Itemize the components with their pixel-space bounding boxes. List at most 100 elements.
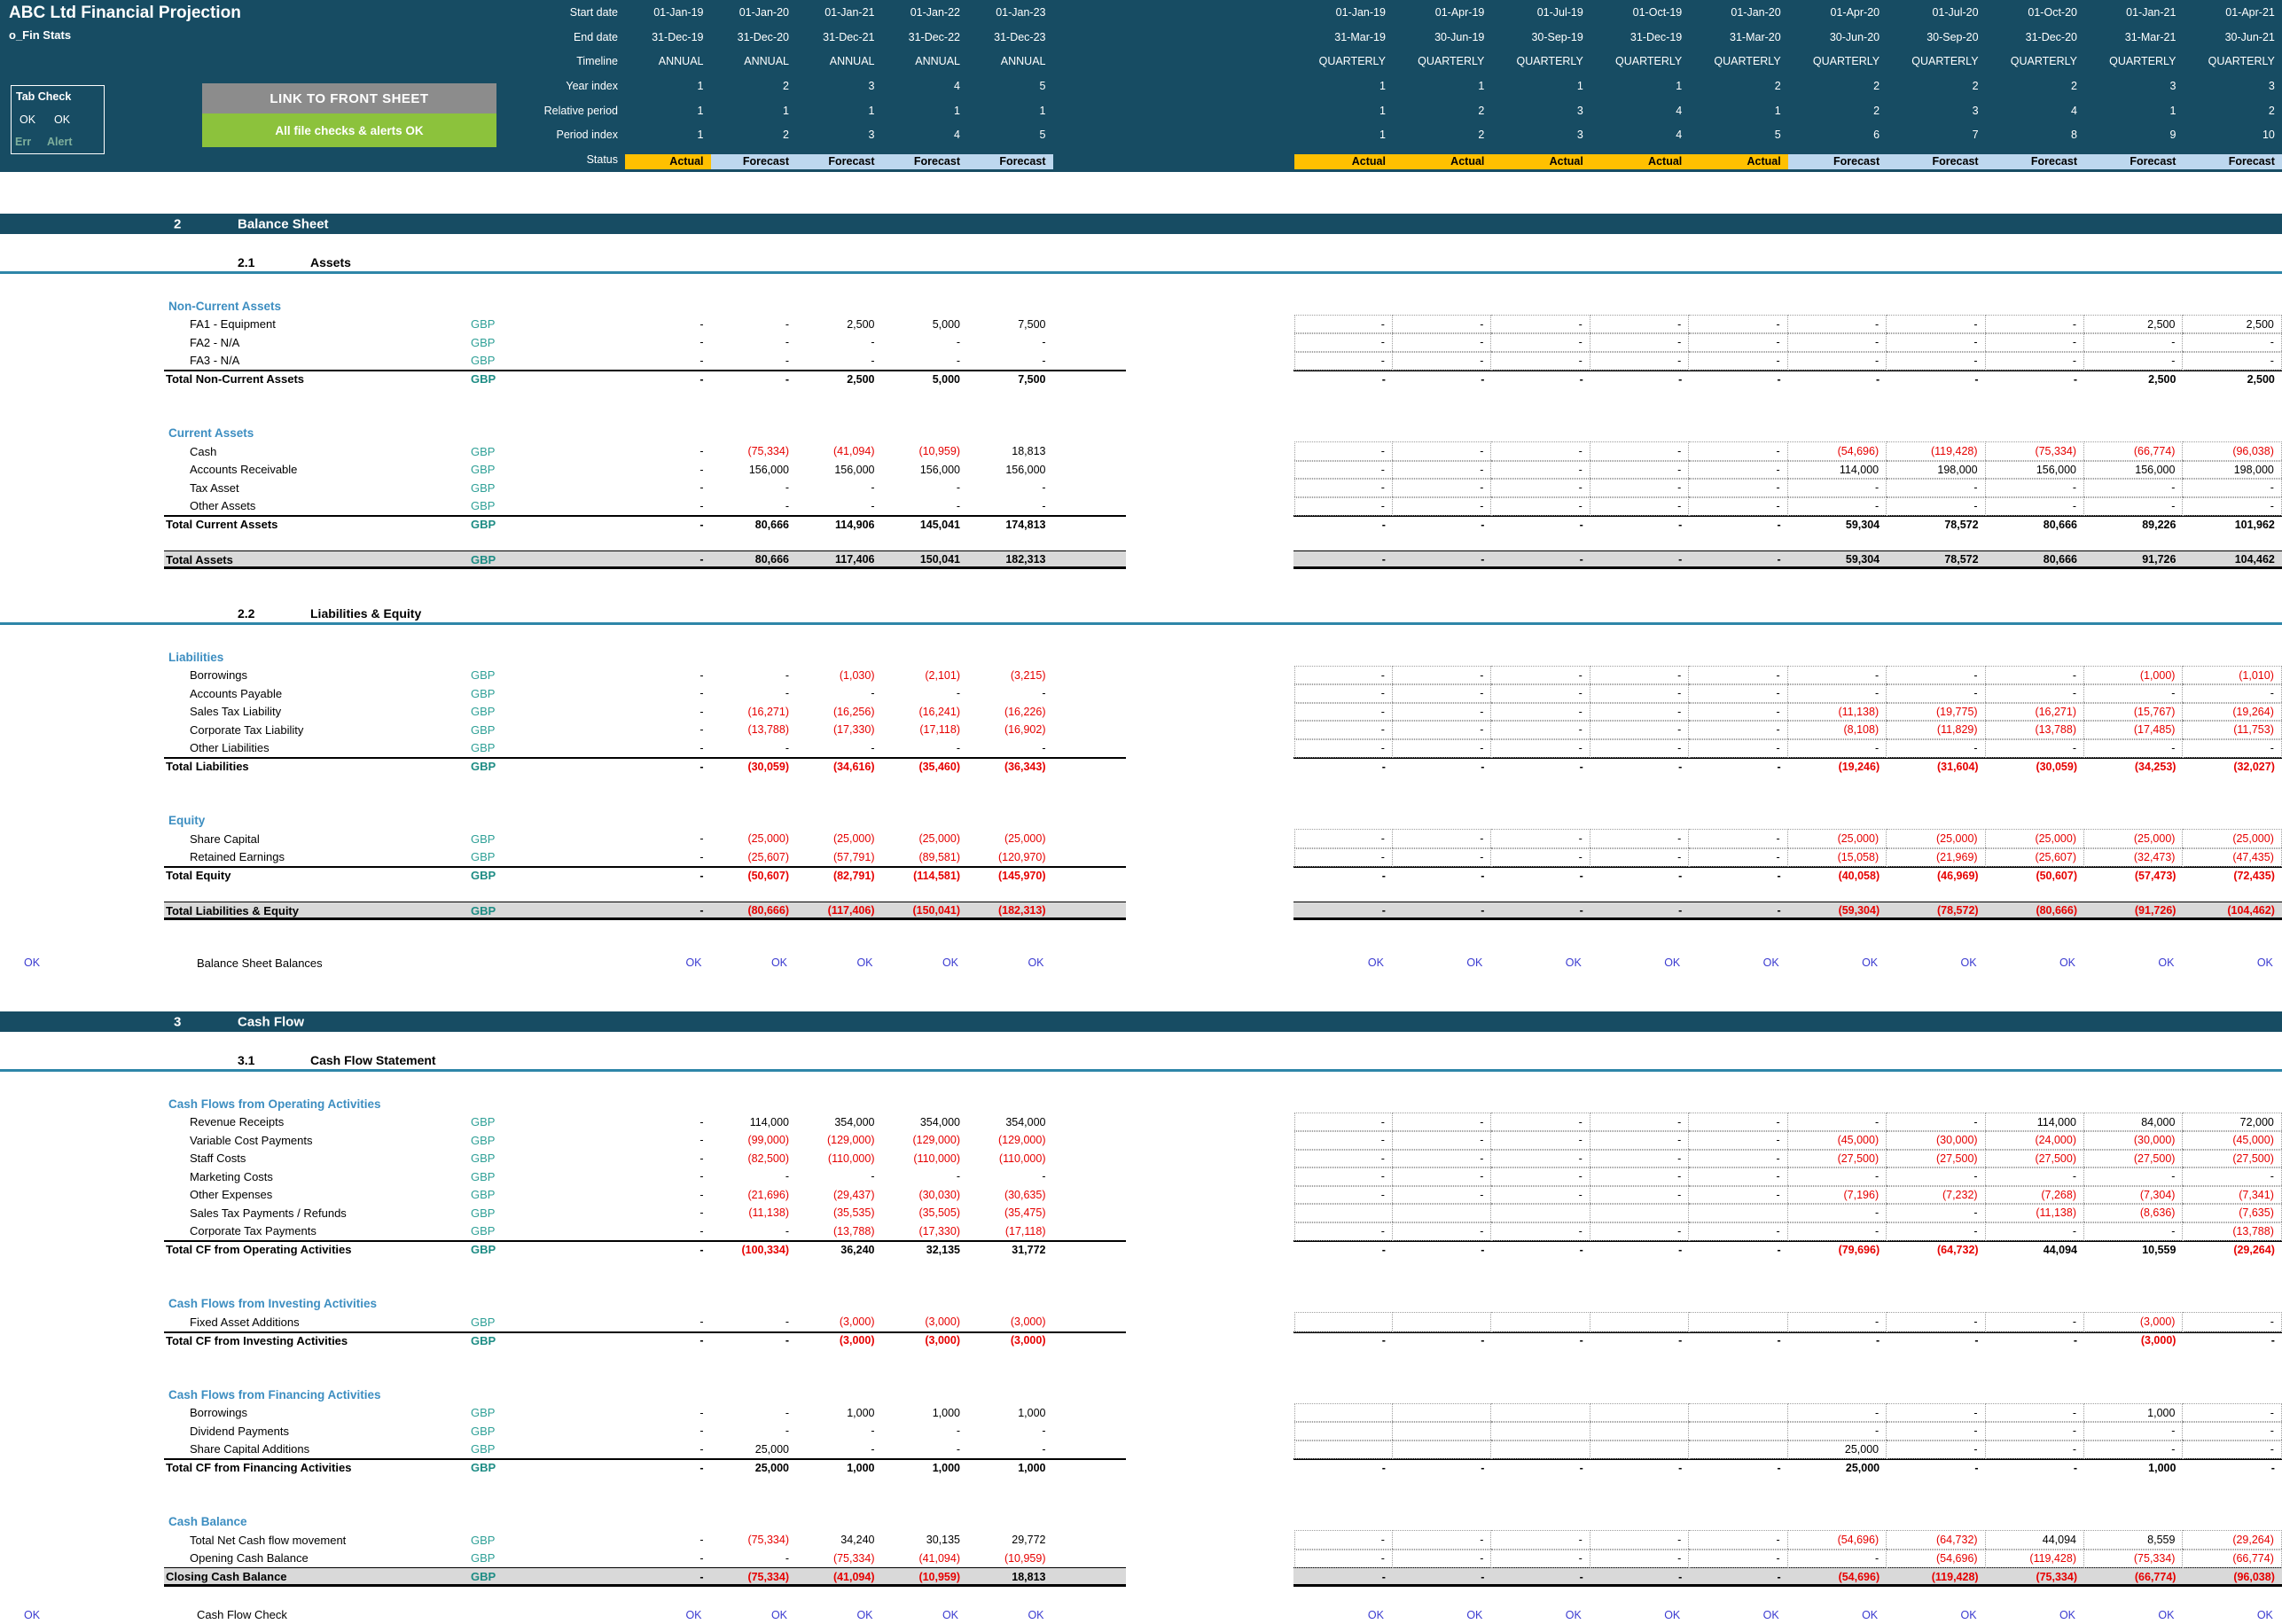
cell-quarterly-10[interactable]: - — [2183, 350, 2282, 371]
cell-quarterly-9[interactable]: (30,000) — [2084, 1130, 2184, 1151]
cell-annual-1[interactable]: - — [699, 869, 704, 882]
file-checks-status-banner[interactable]: All file checks & alerts OK — [202, 113, 496, 147]
cell-quarterly-2[interactable]: - — [1392, 1221, 1492, 1241]
cell-quarterly-5[interactable]: - — [1689, 1184, 1788, 1205]
cell-annual-2[interactable]: (99,000) — [747, 1134, 789, 1147]
cell-quarterly-5[interactable]: - — [1689, 1530, 1788, 1550]
cell-quarterly-9[interactable]: - — [2084, 1167, 2184, 1187]
cell-quarterly-2[interactable]: - — [1481, 904, 1485, 917]
annual-status-cell[interactable]: Forecast — [881, 154, 967, 170]
cell-quarterly-4[interactable] — [1590, 1439, 1690, 1459]
cell-quarterly-7[interactable]: (19,775) — [1887, 701, 1986, 722]
cell-quarterly-3[interactable] — [1491, 1421, 1590, 1441]
cell-quarterly-6[interactable]: (8,108) — [1787, 720, 1887, 740]
cell-annual-5[interactable]: 1,000 — [1018, 1406, 1046, 1419]
cell-quarterly-2[interactable]: - — [1481, 1570, 1485, 1583]
quarterly-year-cell[interactable]: 1 — [1379, 79, 1386, 92]
cell-quarterly-3[interactable]: - — [1491, 720, 1590, 740]
cell-quarterly-5[interactable]: OK — [1762, 956, 1779, 969]
cell-quarterly-1[interactable]: - — [1381, 1461, 1386, 1474]
cell-annual-3[interactable]: - — [871, 741, 875, 754]
cell-quarterly-1[interactable]: - — [1293, 478, 1393, 498]
cell-quarterly-5[interactable]: - — [1777, 904, 1781, 917]
cell-quarterly-5[interactable]: - — [1777, 1243, 1781, 1256]
cell-quarterly-10[interactable]: - — [2183, 1402, 2282, 1423]
cell-quarterly-1[interactable]: - — [1381, 1334, 1386, 1347]
cell-annual-5[interactable]: (3,000) — [1010, 1334, 1046, 1347]
cell-quarterly-7[interactable]: (21,969) — [1887, 847, 1986, 867]
cell-annual-1[interactable]: - — [699, 336, 704, 349]
cell-quarterly-10[interactable]: (96,038) — [2183, 441, 2282, 462]
cell-quarterly-3[interactable]: - — [1579, 518, 1583, 531]
cell-quarterly-3[interactable]: - — [1491, 1548, 1590, 1568]
cell-annual-3[interactable]: (3,000) — [839, 1334, 875, 1347]
cell-annual-1[interactable]: - — [699, 354, 704, 367]
cell-quarterly-7[interactable]: - — [1887, 665, 1986, 685]
cell-quarterly-2[interactable] — [1392, 1312, 1492, 1332]
cell-quarterly-4[interactable]: - — [1590, 738, 1690, 758]
cell-annual-5[interactable]: (16,226) — [1004, 705, 1046, 718]
cell-quarterly-9[interactable]: 2,500 — [2148, 372, 2176, 386]
quarterly-status-cell[interactable]: Forecast — [2183, 154, 2282, 170]
cell-annual-4[interactable]: 150,041 — [919, 553, 960, 566]
cell-quarterly-6[interactable]: (25,000) — [1787, 829, 1887, 849]
quarterly-end-cell[interactable]: 30-Jun-21 — [2224, 30, 2275, 43]
cell-annual-4[interactable]: (25,000) — [918, 832, 960, 846]
cell-quarterly-1[interactable]: - — [1381, 904, 1386, 917]
cell-quarterly-1[interactable] — [1293, 1421, 1393, 1441]
cell-quarterly-3[interactable]: - — [1491, 1130, 1590, 1151]
cell-quarterly-6[interactable]: (7,196) — [1787, 1184, 1887, 1205]
cell-annual-3[interactable]: - — [871, 1170, 875, 1183]
quarterly-start-cell[interactable]: 01-Oct-19 — [1632, 5, 1683, 19]
cell-quarterly-5[interactable]: - — [1689, 701, 1788, 722]
cell-quarterly-7[interactable]: (7,232) — [1887, 1184, 1986, 1205]
cell-quarterly-2[interactable]: - — [1392, 847, 1492, 867]
cell-quarterly-9[interactable]: (15,767) — [2084, 701, 2184, 722]
cell-quarterly-2[interactable]: - — [1392, 1130, 1492, 1151]
cell-annual-3[interactable]: - — [871, 1442, 875, 1456]
cell-quarterly-5[interactable]: - — [1777, 1334, 1781, 1347]
quarterly-start-cell[interactable]: 01-Oct-20 — [2028, 5, 2077, 19]
cell-annual-1[interactable]: - — [699, 1316, 704, 1329]
quarterly-status-cell[interactable]: Actual — [1590, 154, 1690, 170]
cell-annual-2[interactable]: - — [785, 741, 789, 754]
cell-quarterly-1[interactable] — [1293, 1203, 1393, 1223]
cell-quarterly-2[interactable]: - — [1392, 496, 1492, 516]
cell-quarterly-6[interactable]: - — [1787, 1312, 1887, 1332]
quarterly-period-cell[interactable]: 10 — [2262, 129, 2275, 142]
cell-quarterly-4[interactable]: - — [1678, 553, 1683, 566]
cell-quarterly-8[interactable]: - — [1985, 332, 2084, 353]
cell-quarterly-3[interactable]: - — [1491, 1184, 1590, 1205]
cell-annual-2[interactable]: - — [785, 668, 789, 682]
cell-quarterly-6[interactable]: 25,000 — [1787, 1439, 1887, 1459]
link-to-front-sheet-button[interactable]: LINK TO FRONT SHEET — [202, 83, 496, 113]
cell-annual-1[interactable]: - — [699, 668, 704, 682]
annual-rel-cell[interactable]: 1 — [1039, 104, 1046, 117]
cell-annual-2[interactable]: (80,666) — [747, 904, 789, 917]
cell-annual-3[interactable]: - — [871, 354, 875, 367]
cell-annual-5[interactable]: OK — [1028, 956, 1044, 969]
quarterly-timeline-cell[interactable]: QUARTERLY — [1714, 55, 1781, 68]
cell-annual-2[interactable]: (16,271) — [747, 705, 789, 718]
cell-quarterly-7[interactable]: (11,829) — [1887, 720, 1986, 740]
cell-annual-1[interactable]: - — [699, 553, 704, 566]
cell-quarterly-2[interactable]: - — [1392, 738, 1492, 758]
cell-quarterly-6[interactable]: - — [1875, 372, 1880, 386]
cell-quarterly-8[interactable]: - — [1985, 1221, 2084, 1241]
cell-quarterly-6[interactable]: (11,138) — [1787, 701, 1887, 722]
cell-annual-1[interactable]: - — [699, 1152, 704, 1165]
cell-quarterly-4[interactable]: - — [1590, 496, 1690, 516]
cell-annual-1[interactable]: - — [699, 1425, 704, 1438]
cell-quarterly-8[interactable]: - — [1985, 1421, 2084, 1441]
cell-quarterly-1[interactable]: - — [1293, 1548, 1393, 1568]
cell-quarterly-2[interactable]: - — [1392, 683, 1492, 704]
cell-quarterly-2[interactable]: - — [1392, 829, 1492, 849]
cell-annual-2[interactable]: (25,607) — [747, 850, 789, 863]
cell-quarterly-6[interactable]: - — [1787, 1221, 1887, 1241]
cell-quarterly-2[interactable]: - — [1392, 1530, 1492, 1550]
cell-quarterly-8[interactable]: 80,666 — [2043, 553, 2077, 566]
cell-quarterly-1[interactable]: - — [1293, 665, 1393, 685]
cell-quarterly-2[interactable]: OK — [1466, 1608, 1483, 1621]
cell-quarterly-1[interactable]: - — [1293, 1112, 1393, 1132]
quarterly-rel-cell[interactable]: 2 — [1478, 104, 1485, 117]
